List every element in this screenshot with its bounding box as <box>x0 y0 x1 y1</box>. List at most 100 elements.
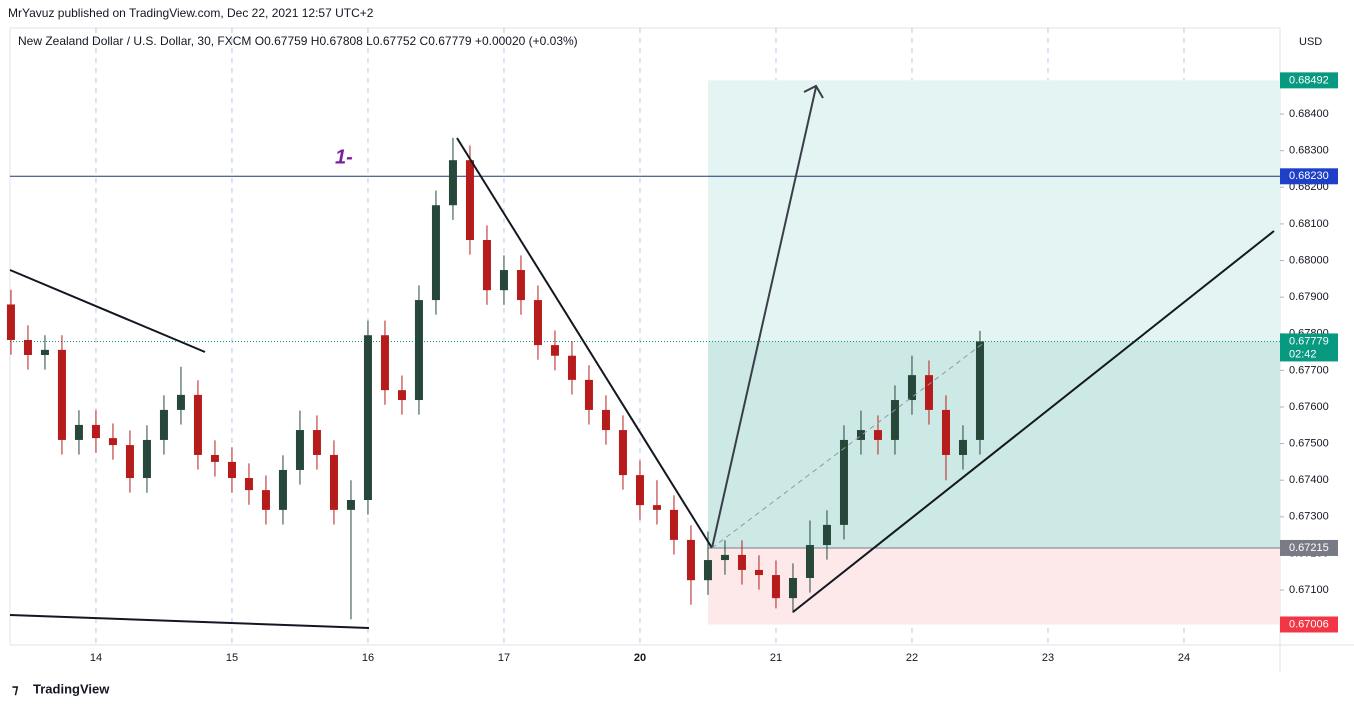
arrow-head <box>803 84 824 99</box>
candle-body <box>414 300 423 401</box>
price-tag-label: 0.68230 <box>1289 170 1329 182</box>
candle-body <box>924 375 933 410</box>
candle-body <box>142 439 151 479</box>
price-tag-label: 0.68492 <box>1289 74 1329 86</box>
logo-mark: ⁊ <box>12 681 19 696</box>
footer: TradingView <box>33 681 110 696</box>
candle-body <box>397 390 406 401</box>
currency: USD <box>1299 36 1322 48</box>
candle-body <box>40 349 49 355</box>
candle-body <box>635 475 644 506</box>
candle-body <box>57 349 66 440</box>
candle-body <box>74 424 83 440</box>
candle-body <box>482 240 491 291</box>
candle-body <box>244 478 253 491</box>
candle-body <box>329 454 338 510</box>
x-tick-label: 14 <box>90 652 102 664</box>
candle-body <box>125 445 134 479</box>
candle-body <box>448 160 457 206</box>
trend-line <box>9 614 370 629</box>
y-tick-label: 0.67600 <box>1289 401 1329 413</box>
annotation: 1- <box>335 146 353 168</box>
y-tick-label: 0.67400 <box>1289 474 1329 486</box>
candle-body <box>108 438 117 446</box>
candle-body <box>6 304 15 340</box>
candle-body <box>533 300 542 346</box>
y-tick-label: 0.68100 <box>1289 218 1329 230</box>
stop-zone <box>708 547 1280 625</box>
trend-line <box>456 137 713 549</box>
x-tick-label: 22 <box>906 652 918 664</box>
candle-body <box>227 461 236 479</box>
candle-body <box>159 409 168 440</box>
header: MrYavuz published on TradingView.com, De… <box>8 6 374 20</box>
candle-body <box>975 341 984 440</box>
price-tag <box>1280 72 1338 89</box>
candle-body <box>431 205 440 301</box>
y-tick-label: 0.68000 <box>1289 254 1329 266</box>
candle-body <box>312 430 321 455</box>
trend-line <box>9 269 206 353</box>
price-tag-label: 0.67779 <box>1289 335 1329 347</box>
candle-body <box>703 560 712 581</box>
candle-body <box>737 554 746 570</box>
price-tag <box>1280 616 1338 633</box>
price-tag <box>1280 168 1338 185</box>
candle-body <box>890 400 899 440</box>
candle-body <box>295 430 304 470</box>
background-layer <box>10 28 1280 645</box>
candle-body <box>805 545 814 578</box>
x-tick-label: 21 <box>770 652 782 664</box>
x-tick-label: 23 <box>1042 652 1054 664</box>
candle-body <box>278 469 287 510</box>
candle-body <box>907 375 916 401</box>
candle-body <box>720 554 729 561</box>
arrow <box>711 86 817 549</box>
y-tick-label: 0.68400 <box>1289 108 1329 120</box>
candle-body <box>584 379 593 410</box>
candle-body <box>550 345 559 356</box>
candle-body <box>567 355 576 380</box>
y-tick-label: 0.67500 <box>1289 438 1329 450</box>
candle-body <box>261 490 270 510</box>
x-tick-label: 24 <box>1178 652 1190 664</box>
candle-body <box>210 454 219 462</box>
y-tick-label: 0.67100 <box>1289 584 1329 596</box>
candle-body <box>771 575 780 599</box>
mark-layer <box>6 137 984 620</box>
candle-body <box>380 335 389 391</box>
candle-body <box>958 439 967 455</box>
x-tick-label: 15 <box>226 652 238 664</box>
price-tag-label: 0.67215 <box>1289 542 1329 554</box>
x-tick-label: 16 <box>362 652 374 664</box>
candle-body <box>601 409 610 431</box>
candle-body <box>91 424 100 439</box>
candle-body <box>499 270 508 291</box>
price-tag-sublabel: 02:42 <box>1289 348 1317 360</box>
candle-body <box>686 539 695 581</box>
candle-body <box>23 339 32 355</box>
price-tag <box>1280 539 1338 556</box>
candle-body <box>873 430 882 440</box>
candle-body <box>788 577 797 599</box>
x-tick-label: 20 <box>634 652 646 664</box>
candle-body <box>839 439 848 525</box>
candle-body <box>652 505 661 510</box>
candle-body <box>822 524 831 546</box>
candle-body <box>465 160 474 241</box>
candle-body <box>754 569 763 576</box>
chart-title: New Zealand Dollar / U.S. Dollar, 30, FX… <box>18 34 578 48</box>
y-tick-label: 0.67700 <box>1289 364 1329 376</box>
candle-body <box>516 270 525 301</box>
price-tag-label: 0.67006 <box>1289 618 1329 630</box>
profit-zone <box>708 341 1280 548</box>
candle-body <box>193 394 202 455</box>
path-line <box>711 341 986 549</box>
candle-body <box>363 335 372 500</box>
x-tick-label: 17 <box>498 652 510 664</box>
candle-body <box>176 394 185 410</box>
trend-line <box>792 230 1275 613</box>
candle-body <box>941 409 950 455</box>
y-tick-label: 0.67300 <box>1289 511 1329 523</box>
